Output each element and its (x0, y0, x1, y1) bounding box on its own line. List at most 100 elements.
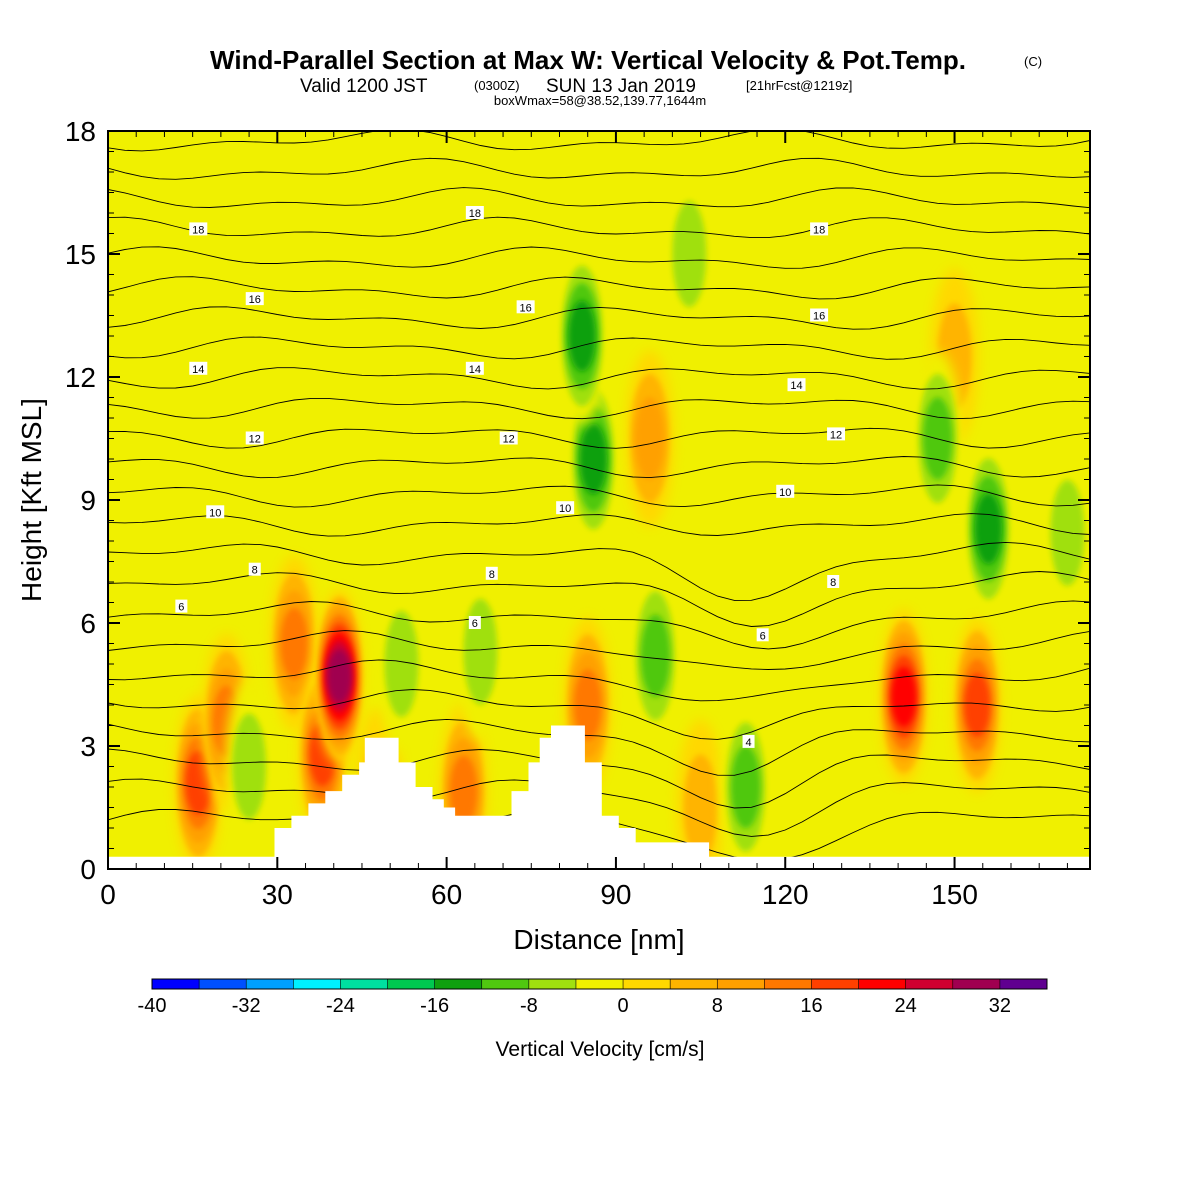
colorbar-tick-label: -24 (326, 995, 355, 1017)
y-tick-label: 12 (65, 362, 96, 393)
contour-label-text: 12 (503, 434, 515, 446)
valid-time-line: Valid 1200 JST (0300Z) SUN 13 Jan 2019 [… (300, 76, 852, 97)
y-tick-label: 3 (80, 731, 96, 762)
y-tick-label: 18 (65, 116, 96, 147)
velocity-level (640, 614, 671, 698)
contour-label-box (175, 599, 188, 613)
contour-label: 12 (245, 431, 264, 446)
theta-contour-line (108, 689, 1090, 740)
velocity-level (574, 669, 602, 741)
contour-label-text: 18 (469, 208, 481, 220)
contour-label-text: 12 (249, 434, 261, 446)
theta-contour-line (108, 216, 1090, 239)
theta-contour-line (108, 513, 1090, 537)
y-tick-label: 15 (65, 239, 96, 270)
colorbar-tick-label: 32 (989, 995, 1011, 1017)
y-axis-label: Height [Kft MSL] (16, 398, 47, 602)
contour-label-box (810, 308, 829, 322)
velocity-cell (879, 608, 928, 785)
theta-contour-line (108, 306, 1090, 330)
contour-label-text: 14 (192, 364, 204, 376)
theta-contour-line (108, 541, 1090, 601)
contour-label-text: 16 (249, 294, 261, 306)
theta-contour-line (108, 367, 1090, 390)
velocity-level (232, 713, 267, 820)
contour-label-box (465, 206, 484, 219)
colorbar-tick-label: 24 (895, 995, 917, 1017)
colorbar-swatch (387, 979, 436, 989)
contour-label-text: 8 (252, 565, 258, 577)
contour-label-text: 8 (489, 569, 495, 581)
theta-contour-line (108, 484, 1090, 508)
contour-label-box (827, 427, 846, 441)
contour-label-box (556, 501, 575, 515)
velocity-level (974, 493, 1002, 565)
contour-label-box (827, 575, 840, 588)
contour-label-text: 14 (469, 364, 481, 376)
colorbar-swatch (623, 979, 671, 989)
contour-label: 8 (485, 566, 498, 581)
velocity-level (568, 300, 596, 372)
colorbar-swatch (199, 979, 247, 989)
velocity-level (672, 201, 707, 307)
theta-contour-line (108, 600, 1090, 650)
contour-label-box (485, 566, 498, 580)
contour-label: 18 (810, 222, 829, 236)
theta-contour-line (108, 397, 1090, 420)
colorbar-tick-label: -16 (420, 995, 449, 1017)
contour-label-text: 16 (813, 311, 825, 323)
theta-contour-line (108, 630, 1090, 670)
valid-date-text: SUN 13 Jan 2019 (546, 76, 696, 97)
x-tick-label: 120 (762, 879, 809, 910)
velocity-level (185, 750, 212, 815)
contour-label: 6 (175, 599, 188, 614)
theta-contour-line (108, 718, 1090, 776)
theta-contour-line (108, 131, 1090, 152)
y-tick-label: 6 (80, 608, 96, 639)
contour-label-text: 10 (209, 507, 221, 519)
contour-label: 8 (248, 562, 261, 577)
velocity-cell (225, 678, 274, 855)
contour-label-box (206, 505, 225, 519)
colorbar (151, 978, 1048, 990)
contour-label-text: 10 (559, 503, 571, 515)
contour-label-text: 6 (760, 630, 766, 642)
velocity-level (683, 754, 718, 861)
contour-label: 14 (189, 361, 208, 376)
colorbar-swatch (481, 979, 530, 989)
theta-contour-line (108, 246, 1090, 269)
x-axis-ticks: 0 30 60 90 120 150 (100, 131, 1068, 910)
velocity-level (731, 745, 761, 829)
contour-label: 10 (206, 505, 225, 519)
velocity-cell (456, 563, 505, 740)
velocity-cell (315, 588, 364, 765)
theta-contour-line (108, 336, 1090, 360)
velocity-cell (377, 576, 426, 752)
velocity-cell (558, 248, 607, 424)
contour-label: 10 (556, 501, 575, 515)
x-tick-label: 90 (600, 879, 631, 910)
contour-label-box (248, 562, 261, 576)
theta-contour-line (108, 659, 1090, 702)
contour-label: 4 (742, 734, 755, 749)
contour-label-box (468, 616, 481, 629)
velocity-cell (964, 440, 1013, 617)
contour-label-text: 8 (830, 577, 836, 589)
contour-label-box (810, 222, 829, 236)
chart-title: Wind-Parallel Section at Max W: Vertical… (210, 45, 966, 75)
velocity-cell (625, 350, 674, 527)
contour-label-text: 6 (178, 602, 184, 614)
colorbar-tick-label: -8 (520, 995, 538, 1017)
colorbar-swatch (999, 979, 1048, 989)
velocity-level (463, 598, 498, 705)
box-wmax-info: boxWmax=58@38.52,139.77,1644m (494, 93, 706, 108)
plot-area: 4 6 6 6 8 8 8 10 10 10 12 12 12 14 14 14 16 16 16 18 18 18 (108, 131, 1090, 869)
contour-label: 8 (827, 575, 840, 589)
y-axis-ticks: 0 3 6 9 12 15 18 (65, 116, 1090, 885)
contour-label-box (787, 378, 806, 392)
colorbar-tick-label: 0 (617, 995, 628, 1017)
colorbar-tick-label: 16 (800, 995, 822, 1017)
contour-label-text: 18 (192, 224, 204, 236)
contour-label-text: 4 (745, 737, 751, 749)
potential-temperature-contours (108, 131, 1090, 862)
